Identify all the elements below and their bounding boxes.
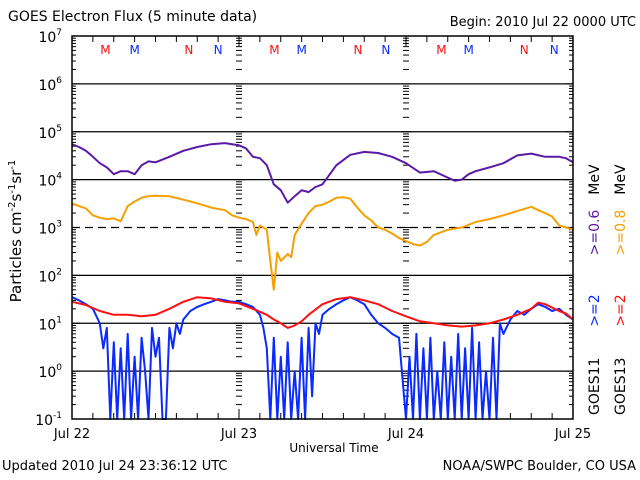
x-tick-label: Jul 22 [53,427,90,442]
series-line-goes13-0-8-mev [71,194,574,291]
marker-n-goes11: N [550,43,559,57]
series-line-goes11-2-mev [71,296,574,420]
marker-n-goes11: N [381,43,390,57]
legend-goes13-ge08: >=0.8 [613,209,629,256]
legend-goes11-label: GOES11 [587,357,603,415]
updated-timestamp: Updated 2010 Jul 24 23:36:12 UTC [2,459,228,474]
chart-title: GOES Electron Flux (5 minute data) [8,9,258,25]
credit-label: NOAA/SWPC Boulder, CO USA [442,459,636,474]
y-tick-label: 106 [38,76,62,94]
marker-m-goes11: M [463,43,473,57]
marker-m-goes13: M [269,43,279,57]
x-tick-label: Jul 24 [387,427,424,442]
legend-mev-2: MeV [613,164,629,195]
begin-time: Begin: 2010 Jul 22 0000 UTC [449,15,636,30]
legend-goes13-label: GOES13 [613,357,629,415]
y-tick-label: 101 [38,315,62,333]
legend-goes11-ge2: >=2 [587,294,603,327]
x-tick-label: Jul 23 [220,427,257,442]
y-tick-label: 100 [38,363,62,381]
y-tick-label: 104 [38,172,62,190]
marker-n-goes13: N [520,43,529,57]
series-line-goes13-2-mev [71,296,574,329]
y-tick-label: 107 [38,28,62,46]
plot-frame [71,35,574,420]
marker-m-goes13: M [436,43,446,57]
marker-m-goes11: M [296,43,306,57]
x-axis-label: Universal Time [289,441,379,455]
legend-goes11-ge06: >=0.6 [587,209,603,256]
legend-mev-1: MeV [587,164,603,195]
legend-goes11: GOES11 >=2 >=0.6 MeV [587,164,603,415]
y-tick-label: 102 [38,267,62,285]
y-tick-label: 105 [38,124,62,142]
marker-n-goes11: N [214,43,223,57]
y-tick-label: 10-1 [35,411,62,429]
legend-goes13-ge2: >=2 [613,294,629,327]
y-tick-label: 103 [38,220,62,238]
marker-m-goes11: M [129,43,139,57]
x-tick-label: Jul 25 [554,427,591,442]
legend-goes13: GOES13 >=2 >=0.8 MeV [613,164,629,415]
marker-n-goes13: N [353,43,362,57]
series-line-goes11-0-6-mev [71,142,574,204]
marker-n-goes13: N [184,43,193,57]
marker-m-goes13: M [100,43,110,57]
